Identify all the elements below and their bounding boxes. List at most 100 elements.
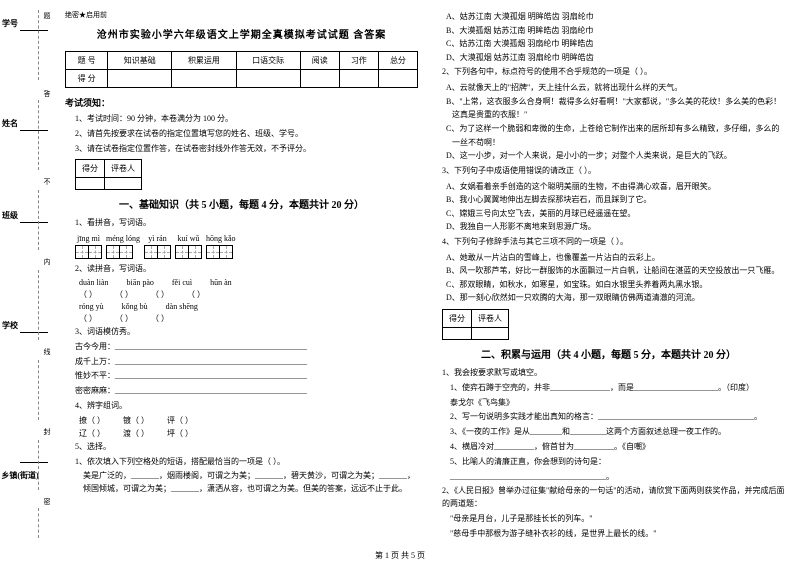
- option: A、女娲看着亲手创造的这个聪明美丽的生物，不由得满心欢喜，眉开眼笑。: [446, 180, 785, 194]
- char-box: [88, 245, 102, 259]
- option: A、姑苏江南 大漠孤烟 明眸皓齿 羽扇纶巾: [446, 10, 785, 24]
- pinyin-text: duàn liàn: [79, 278, 109, 287]
- seal-hint: 密: [42, 498, 52, 505]
- field-line: [20, 30, 48, 31]
- seal-dash: [38, 190, 39, 250]
- option: C、为了这样一个脆弱和卑微的生命，上苍给它制作出来的居所却有多么精致，多仔细，多…: [446, 122, 785, 149]
- seal-dash: [38, 360, 39, 420]
- table-row: 得 分: [66, 70, 418, 88]
- cell: 总分: [378, 52, 417, 70]
- option: D、大漠孤烟 姑苏江南 羽扇纶巾 明眸皓齿: [446, 51, 785, 65]
- pinyin-text: méng lóng: [106, 234, 140, 243]
- char-box: [75, 245, 89, 259]
- option: B、风一吹那芦苇，好比一群服饰的水面飘过一片白帆，让船间在湛蓝的天空投放出一只飞…: [446, 264, 785, 278]
- table-row: 题 号 知识基础 积累运用 口语交际 阅读 习作 总分: [66, 52, 418, 70]
- seal-hint: 不: [42, 178, 52, 185]
- secret-label: 绝密★启用前: [65, 10, 418, 20]
- cell: 得分: [443, 310, 472, 328]
- seal-hint: 封: [42, 428, 52, 435]
- pinyin-block: yì rán: [144, 234, 171, 259]
- field-id: 学号: [2, 18, 18, 29]
- seal-hint: 答: [42, 90, 52, 97]
- cell: 习作: [339, 52, 378, 70]
- pinyin-text: dàn shēng: [166, 302, 198, 311]
- cell: 阅读: [300, 52, 339, 70]
- pinyin-text: kuí wǔ: [175, 234, 202, 243]
- right-column: A、姑苏江南 大漠孤烟 明眸皓齿 羽扇纶巾 B、大漠孤烟 姑苏江南 明眸皓齿 羽…: [432, 10, 785, 530]
- field-line: [20, 130, 48, 131]
- notice-item: 2、请首先按要求在试卷的指定位置填写您的姓名、班级、学号。: [75, 128, 418, 141]
- paren: （ ）: [79, 289, 97, 300]
- q4-item: 撩（ ）: [79, 415, 105, 426]
- cell: [108, 70, 172, 88]
- s2q1-item: 3、《一夜的工作》是从________和_________这两个方面叙述总理一夜…: [450, 426, 785, 439]
- char-box: [157, 245, 171, 259]
- seal-dash: [38, 100, 39, 170]
- binding-area: 学号 姓名 班级 学校 乡镇(街道) 题 答 不 内 线 封 密: [0, 0, 60, 540]
- paren-row: （ ） （ ） （ ）: [79, 313, 418, 324]
- pinyin-row: róng yù kǒng bù dàn shēng: [79, 302, 418, 311]
- char-box: [144, 245, 158, 259]
- char-box: [206, 245, 220, 259]
- pinyin-text: kǒng bù: [122, 302, 148, 311]
- seal-hint: 线: [42, 348, 52, 355]
- mark-table: 得分 评卷人: [75, 159, 142, 190]
- paren: （ ）: [79, 313, 97, 324]
- cell: 题 号: [66, 52, 108, 70]
- q2-label: 2、读拼音，写词语。: [75, 263, 418, 276]
- option: C、那双眼睛，如秋水，如寒星，如宝珠。如白水银里头养着两丸黑水银。: [446, 278, 785, 292]
- cell: [339, 70, 378, 88]
- char-box: [175, 245, 189, 259]
- pinyin-block: méng lóng: [106, 234, 140, 259]
- char-box: [119, 245, 133, 259]
- pinyin-text: hūn àn: [210, 278, 232, 287]
- cell: [443, 328, 472, 340]
- page-footer: 第 1 页 共 5 页: [0, 550, 800, 561]
- cell: 积累运用: [172, 52, 236, 70]
- score-table: 题 号 知识基础 积累运用 口语交际 阅读 习作 总分 得 分: [65, 51, 418, 88]
- q3-stem: 3、下列句子中成语使用错误的请改正（ ）。: [442, 165, 785, 178]
- paren: （ ）: [115, 289, 133, 300]
- option: A、云就像天上的"招牌"，天上挂什么云，就将出现什么样的天气。: [446, 81, 785, 95]
- cell: 知识基础: [108, 52, 172, 70]
- cell: [236, 70, 300, 88]
- pinyin-text: róng yù: [79, 302, 104, 311]
- section1-title: 一、基础知识（共 5 小题，每题 4 分，本题共计 20 分）: [65, 196, 418, 211]
- q1-label: 1、看拼音，写词语。: [75, 217, 418, 230]
- q3-item: 密密麻麻：___________________________________…: [75, 385, 418, 398]
- paren: （ ）: [115, 313, 133, 324]
- char-box: [106, 245, 120, 259]
- seal-hint: 题: [42, 12, 52, 19]
- pinyin-text: yì rán: [144, 234, 171, 243]
- q2-stem: 2、下列各句中，标点符号的使用不合乎规范的一项是（ ）。: [442, 66, 785, 79]
- q4-item: 坪（ ）: [167, 428, 193, 439]
- paren: （ ）: [151, 313, 169, 324]
- pinyin-text: jīng mì: [75, 234, 102, 243]
- option: D、我独自一人形影不离地来到思源广场。: [446, 220, 785, 234]
- q4-row: 辽（ ） 渡（ ） 坪（ ）: [79, 428, 418, 439]
- notice-head: 考试须知：: [65, 96, 418, 109]
- seal-dash: [38, 270, 39, 340]
- q3-item: 古今今用：___________________________________…: [75, 341, 418, 354]
- field-class: 班级: [2, 210, 18, 221]
- pinyin-row: duàn liàn biān pào fěi cuì hūn àn: [79, 278, 418, 287]
- s2q2-item: "母亲是月台，儿子是那挂长长的列车。": [450, 513, 785, 526]
- paren: （ ）: [151, 289, 169, 300]
- q5-text: 美是广泛的，_______，烟雨楼阁，可谓之为美；_______，碧天黄沙，可谓…: [83, 470, 418, 496]
- cell: [76, 178, 105, 190]
- q3-label: 3、词语模仿秀。: [75, 326, 418, 339]
- pinyin-block: kuí wǔ: [175, 234, 202, 259]
- field-line: [20, 222, 48, 223]
- section2-title: 二、积累与运用（共 4 小题，每题 5 分，本题共计 20 分）: [432, 346, 785, 361]
- s2q1-item: _______________________________________。: [450, 471, 785, 484]
- pinyin-text: fěi cuì: [172, 278, 192, 287]
- q4-stem: 4、下列句子修辞手法与其它三项不同的一项是（ ）。: [442, 236, 785, 249]
- q5-label: 5、选择。: [75, 441, 418, 454]
- pinyin-grid: jīng mì méng lóng yì rán kuí wǔ hōng kǎo: [75, 234, 418, 259]
- option: A、她敢从一片沾白的雪峰上，也像覆盖一片沾白的云彩上。: [446, 251, 785, 265]
- cell: 评卷人: [472, 310, 509, 328]
- q4-item: 镀（ ）: [123, 415, 149, 426]
- notice-item: 3、请在试卷指定位置作答，在试卷密封线外作答无效，不予评分。: [75, 143, 418, 156]
- s2q2-item: "慈母手中那根为游子缝补衣衫的线，是世界上最长的线。": [450, 528, 785, 541]
- exam-title: 沧州市实验小学六年级语文上学期全真模拟考试试题 含答案: [65, 26, 418, 41]
